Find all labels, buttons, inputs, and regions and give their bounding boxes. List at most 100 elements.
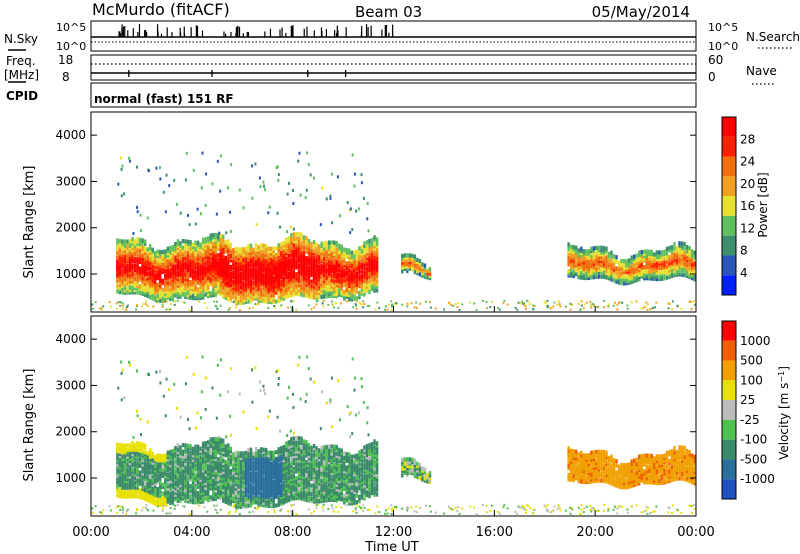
power-cell [295, 258, 298, 263]
velocity-cell [259, 482, 263, 487]
velocity-cell [252, 496, 255, 501]
velocity-cell [121, 449, 124, 455]
velocity-cell [146, 495, 149, 500]
velocity-cell [116, 486, 119, 491]
velocity-cell [254, 489, 258, 494]
power-cell [128, 250, 132, 255]
power-cell [136, 272, 139, 277]
velocity-cell [131, 445, 134, 450]
power-cell [600, 274, 603, 279]
power-cell [418, 265, 422, 270]
power-cell [133, 241, 137, 246]
velocity-cell [128, 469, 132, 475]
power-cell [94, 301, 97, 304]
power-cell [546, 306, 549, 309]
power-cell [234, 248, 238, 254]
velocity-cell [166, 486, 170, 491]
power-cell [141, 278, 144, 283]
velocity-cell [259, 491, 263, 496]
colorbar-tick-label: 12 [740, 221, 755, 235]
velocity-cell [262, 492, 265, 497]
power-cell [645, 260, 648, 265]
velocity-cell [174, 463, 177, 469]
power-cell [315, 257, 318, 262]
velocity-cell [252, 462, 255, 467]
power-cell [640, 254, 643, 259]
power-cell [580, 248, 583, 254]
power-cell [212, 273, 215, 278]
velocity-cell [196, 491, 200, 496]
velocity-cell [239, 480, 243, 485]
velocity-cell [247, 499, 250, 504]
power-cell [290, 257, 293, 262]
power-cell [212, 293, 215, 298]
power-cell [638, 275, 641, 280]
power-cell [269, 280, 273, 285]
velocity-cell [269, 504, 273, 509]
power-cell [552, 305, 555, 308]
velocity-cell [229, 471, 233, 476]
velocity-cell [121, 447, 124, 452]
velocity-cell [204, 463, 207, 468]
power-cell [295, 254, 298, 259]
freq-tick-bottom: 8 [62, 70, 70, 84]
velocity-cell [133, 494, 137, 499]
velocity-cell [131, 447, 134, 452]
velocity-cell [201, 477, 205, 482]
power-cell [655, 265, 659, 271]
velocity-cell [169, 472, 172, 477]
power-cell [418, 261, 422, 266]
power-cell [264, 243, 268, 249]
power-cell [688, 248, 691, 253]
power-cell [327, 251, 331, 256]
power-cell [212, 253, 215, 258]
power-cell [237, 269, 240, 274]
power-cell [567, 262, 570, 267]
power-cell [164, 256, 167, 261]
power-cell [280, 279, 283, 285]
velocity-cell [227, 476, 230, 481]
velocity-cell [227, 469, 230, 475]
velocity-cell [133, 443, 137, 448]
velocity-cell [249, 494, 253, 499]
velocity-cell [222, 498, 225, 503]
velocity-cell [141, 455, 144, 460]
power-cell [166, 253, 170, 258]
power-cell [302, 246, 306, 251]
velocity-cell [237, 480, 240, 485]
velocity-cell [128, 463, 132, 468]
power-cell [154, 262, 157, 267]
velocity-cell [176, 447, 180, 452]
power-cell [434, 307, 437, 310]
power-cell [234, 273, 238, 278]
velocity-cell [164, 486, 167, 491]
power-cell [305, 278, 308, 283]
velocity-cell [118, 482, 122, 488]
power-cell [254, 271, 258, 277]
velocity-cell [214, 441, 217, 446]
power-cell [133, 259, 137, 264]
velocity-cell [209, 497, 212, 502]
velocity-cell [123, 472, 127, 477]
velocity-cell [156, 455, 159, 460]
power-cell [227, 279, 230, 284]
power-cell [277, 258, 280, 263]
power-cell [174, 248, 177, 253]
power-cell [151, 269, 154, 275]
power-cell [204, 274, 207, 279]
power-cell [151, 294, 154, 299]
power-cell [222, 239, 225, 244]
power-cell [363, 250, 366, 255]
power-cell [264, 283, 268, 289]
power-cell [285, 241, 288, 247]
power-cell [350, 263, 354, 269]
power-cell [136, 210, 139, 214]
velocity-cell [275, 461, 278, 466]
power-cell [602, 270, 606, 275]
power-cell [602, 250, 606, 255]
power-cell [338, 248, 341, 253]
velocity-cell [224, 477, 228, 482]
velocity-cell [166, 459, 170, 464]
power-cell [116, 256, 119, 261]
velocity-cell [171, 491, 175, 496]
